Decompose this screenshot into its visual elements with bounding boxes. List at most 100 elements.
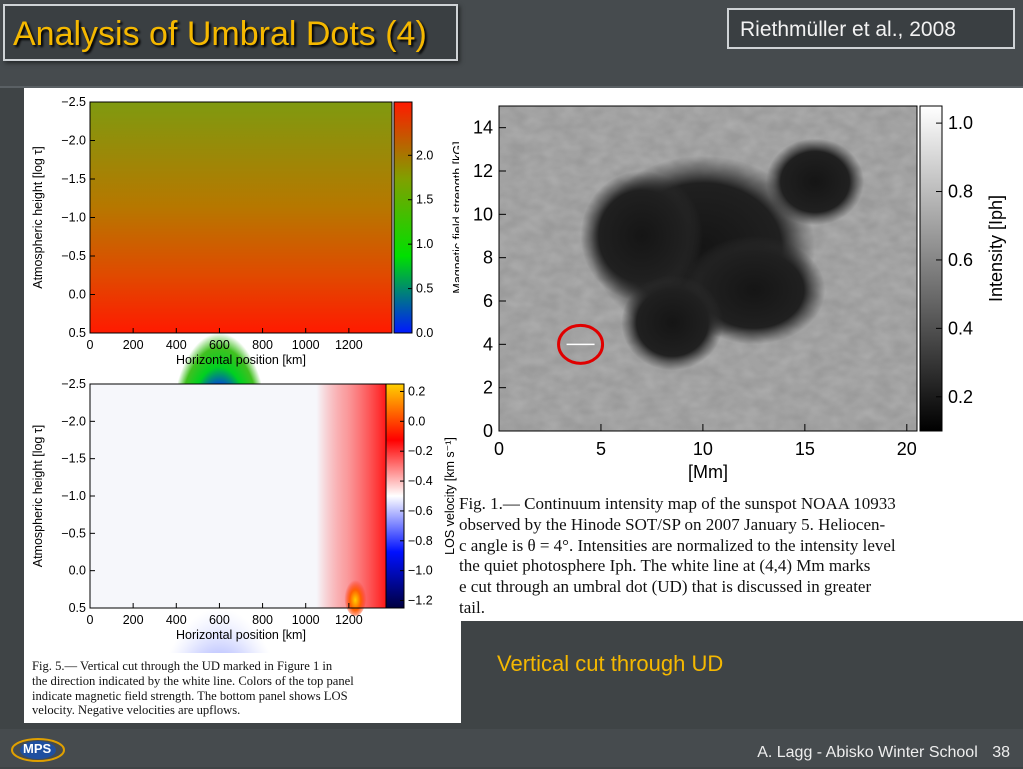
umbra — [766, 138, 864, 226]
colorbar-tick-label: −1.2 — [408, 594, 433, 608]
x-tick-label: 800 — [252, 613, 273, 627]
colorbar-tick-label: 0.5 — [416, 282, 433, 296]
y-tick-label: 0.0 — [69, 564, 86, 578]
plot-frame — [498, 105, 918, 432]
feature-downflow-zone — [316, 384, 392, 608]
caption-line: Fig. 1.— Continuum intensity map of the … — [459, 494, 896, 513]
y-tick-label: 0.0 — [69, 288, 86, 302]
colorbar-tick-label: 0.6 — [948, 250, 973, 270]
footer-text: A. Lagg - Abisko Winter School — [757, 744, 978, 761]
citation-box: Riethmüller et al., 2008 — [727, 8, 1015, 49]
colorbar-tick-label: 0.2 — [948, 387, 973, 407]
x-axis-label: [Mm] — [688, 462, 728, 482]
x-tick-label: 200 — [123, 613, 144, 627]
colorbar-tick-label: −0.8 — [408, 534, 433, 548]
feature-downflow — [344, 576, 367, 616]
y-tick-label: 12 — [473, 161, 493, 181]
y-tick-label: 10 — [473, 204, 493, 224]
y-tick-label: 0.5 — [69, 601, 86, 615]
colorbar-tick-label: −0.4 — [408, 474, 433, 488]
x-axis-label: Horizontal position [km] — [176, 353, 306, 367]
x-axis-label: Horizontal position [km] — [176, 628, 306, 642]
x-tick-label: 20 — [897, 439, 917, 459]
x-tick-label: 400 — [166, 613, 187, 627]
colorbar — [919, 105, 943, 432]
x-tick-label: 15 — [795, 439, 815, 459]
caption-line: velocity. Negative velocities are upflow… — [32, 703, 241, 718]
ud-marker-circle — [557, 323, 605, 365]
caption-line: c angle is θ = 4°. Intensities are norma… — [459, 535, 896, 555]
figure1-caption: Fig. 1.— Continuum intensity map of the … — [459, 494, 1019, 619]
figure5-caption: Fig. 5.— Vertical cut through the UD mar… — [32, 659, 460, 718]
page-number: 38 — [992, 744, 1010, 761]
citation: Riethmüller et al., 2008 — [740, 18, 956, 41]
y-tick-label: 14 — [473, 118, 493, 138]
y-tick-label: −2.0 — [61, 134, 86, 148]
colorbar-tick-label: 1.0 — [416, 237, 433, 251]
colorbar-tick-label: 0.0 — [416, 326, 433, 340]
colorbar — [393, 101, 413, 334]
y-tick-label: 0 — [483, 421, 493, 441]
header-divider — [0, 86, 1023, 88]
footer: A. Lagg - Abisko Winter School 38 — [757, 744, 1010, 762]
slide-title-box: Analysis of Umbral Dots (4) — [3, 4, 458, 61]
x-tick-label: 1200 — [335, 338, 363, 352]
mps-logo: MPS — [6, 736, 66, 764]
x-tick-label: 600 — [209, 338, 230, 352]
colorbar-label: Intensity [Iph] — [986, 195, 1006, 302]
colorbar-tick-label: 0.2 — [408, 384, 425, 398]
colorbar-tick-label: 0.8 — [948, 182, 973, 202]
caption-line: observed by the Hinode SOT/SP on 2007 Ja… — [459, 514, 886, 534]
x-tick-label: 200 — [123, 338, 144, 352]
x-tick-label: 1200 — [335, 613, 363, 627]
slide-subtitle: Vertical cut through UD — [497, 651, 724, 676]
feature-upflow — [146, 451, 292, 653]
x-tick-label: 1000 — [292, 338, 320, 352]
y-tick-label: −1.0 — [61, 489, 86, 503]
y-tick-label: −2.5 — [61, 377, 86, 391]
logo-text: MPS — [23, 741, 52, 756]
caption-line: the direction indicated by the white lin… — [32, 673, 354, 688]
figure1-plot: 0 2 4 6 8 10 12 14 0 5 10 15 20 [Mm] 0.2 0.4 0.6 0.8 1.0 In… — [473, 105, 1006, 482]
caption-line: indicate magnetic field strength. The bo… — [32, 688, 348, 703]
colorbar-tick-label: 1.0 — [948, 113, 973, 133]
x-tick-label: 0 — [87, 613, 94, 627]
caption-line: e cut through an umbral dot (UD) that is… — [459, 577, 872, 597]
y-tick-label: 2 — [483, 378, 493, 398]
colorbar-tick-label: 0.0 — [408, 414, 425, 428]
x-tick-label: 0 — [87, 338, 94, 352]
colorbar-tick-label: −1.0 — [408, 564, 433, 578]
umbra — [621, 275, 724, 371]
x-tick-label: 10 — [693, 439, 713, 459]
x-tick-label: 800 — [252, 338, 273, 352]
figure1-panel: 0 2 4 6 8 10 12 14 0 5 10 15 20 [Mm] 0.2 0.4 0.6 0.8 1.0 In… — [459, 88, 1023, 621]
y-tick-label: 6 — [483, 291, 493, 311]
y-tick-label: −1.0 — [61, 211, 86, 225]
x-tick-label: 600 — [209, 613, 230, 627]
caption-line: the quiet photosphere Iph. The white lin… — [459, 556, 871, 576]
y-tick-label: −0.5 — [61, 526, 86, 540]
slide-title: Analysis of Umbral Dots (4) — [13, 15, 427, 53]
y-tick-label: −0.5 — [61, 249, 86, 263]
figure5-plots: −2.5−2.0−1.5−1.0−0.50.00.50 200 400 600 800 1… — [31, 95, 461, 653]
y-tick-label: −2.5 — [61, 95, 86, 109]
caption-line: Fig. 5.— Vertical cut through the UD mar… — [32, 659, 333, 673]
footer-band — [0, 729, 1023, 767]
y-tick-label: 4 — [483, 334, 493, 354]
x-tick-label: 400 — [166, 338, 187, 352]
caption-line: tail. — [459, 597, 485, 617]
y-tick-label: −1.5 — [61, 172, 86, 186]
mps-logo-mark — [11, 738, 65, 762]
y-tick-label: −1.5 — [61, 452, 86, 466]
x-tick-label: 0 — [494, 439, 504, 459]
colorbar-tick-label: 0.4 — [948, 318, 973, 338]
colorbar — [385, 383, 405, 609]
colorbar-tick-label: −0.6 — [408, 504, 433, 518]
y-tick-label: −2.0 — [61, 414, 86, 428]
colorbar-tick-label: 1.5 — [416, 193, 433, 207]
intensity-map — [499, 106, 917, 431]
colorbar-tick-label: −0.2 — [408, 444, 433, 458]
x-tick-label: 1000 — [292, 613, 320, 627]
x-tick-label: 5 — [596, 439, 606, 459]
colorbar-label: LOS velocity [km s⁻¹] — [443, 437, 457, 555]
